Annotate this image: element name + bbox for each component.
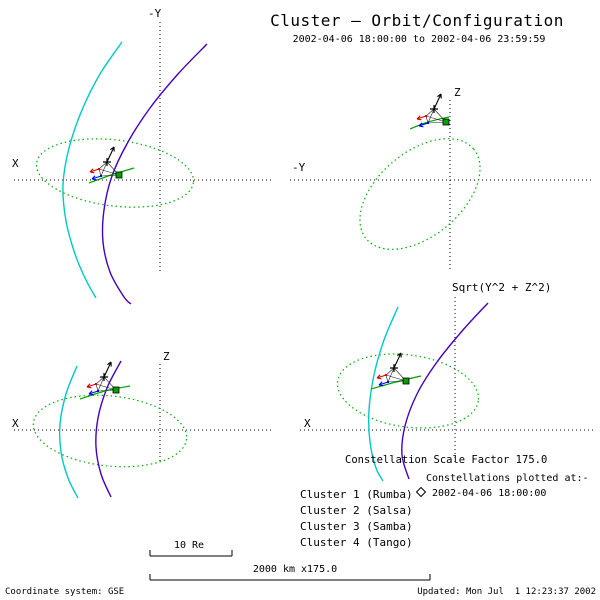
panel-top-right-negy-vs-z-tetrahedron-edge-4 [425,115,429,124]
constellation-scale-factor-label: Constellation Scale Factor 175.0 [345,454,547,466]
panel-top-left-x-vs-negy-cluster1-marker-velocity-arrow [106,146,115,163]
panel-bottom-left-x-vs-z-constellation [86,361,120,396]
constellations-plotted-at-label: Constellations plotted at:- [426,473,589,484]
panel-bottom-right-x-vs-sqrtyz-tetrahedron-edge-2 [387,367,395,383]
panel-bottom-left-x-vs-z-orbit-outer-curve [58,365,79,499]
panel-bottom-left-x-vs-z-ylabel: Z [163,350,170,363]
panel-top-right-negy-vs-z-ylabel: Z [454,86,461,99]
km-scalebar-line [149,574,431,581]
km-scalebar-label: 2000 km x175.0 [253,564,337,575]
panel-top-right-negy-vs-z-crosshair-axes [290,100,594,272]
km-scalebar: 2000 km x175.0 [149,564,431,581]
panel-top-left-x-vs-negy-ylabel: -Y [148,7,162,20]
legend-cluster3-label: Cluster 3 (Samba) [300,520,413,533]
panel-bottom-right-x-vs-sqrtyz-cluster2-marker-velocity-arrow [376,374,387,380]
panel-top-left-x-vs-negy-cluster1-marker [103,158,111,166]
panel-bottom-left-x-vs-z-orbit-inner-curve [95,360,122,498]
panel-top-right-negy-vs-z-tetrahedron-edge-0 [425,108,435,117]
panel-bottom-right-x-vs-sqrtyz-xlabel: X [304,417,311,430]
plot-subtitle: 2002-04-06 18:00:00 to 2002-04-06 23:59:… [293,34,546,45]
panel-top-left-x-vs-negy-orbit-inner-curve [101,43,208,305]
re-scalebar: 10 Re [149,540,233,557]
panel-bottom-right-x-vs-sqrtyz-cluster1-marker [390,364,398,372]
panel-bottom-right-x-vs-sqrtyz-crosshair-axes [300,297,594,463]
panel-top-left-x-vs-negy-constellation [89,146,123,181]
panel-top-right-negy-vs-z-xlabel: -Y [292,161,306,174]
panel-bottom-left-x-vs-z-cluster2-marker-velocity-arrow [86,383,97,389]
panel-top-left-x-vs-negy-orbit-outer-curve [62,41,123,299]
panel-bottom-right-x-vs-sqrtyz-orbit-outer-curve [367,306,399,482]
panel-top-right-negy-vs-z-cluster3-marker [442,118,450,126]
panel-bottom-left-x-vs-z-cluster1-marker-velocity-arrow [103,361,112,378]
panel-bottom-left-x-vs-z-orbit-segment-0 [79,385,131,400]
panel-top-left-x-vs-negy-cluster2-marker-velocity-arrow [89,168,100,174]
panel-top-left-x-vs-negy-crosshair-axes [14,22,272,272]
panel-top-left-x-vs-negy-tetrahedron-edge-4 [98,168,102,177]
panel-top-right-negy-vs-z-cluster4-marker-velocity-arrow [418,122,429,128]
panel-bottom-right-x-vs-sqrtyz-cluster4-marker [387,381,389,383]
panel-bottom-left-x-vs-z-reference-ellipse [32,394,188,468]
panel-bottom-right-x-vs-sqrtyz-reference-ellipse [336,353,480,429]
panel-top-left-x-vs-negy-orbit-segment-0 [88,167,135,184]
panel-bottom-left-x-vs-z-cluster4-marker [97,390,99,392]
panel-bottom-left-x-vs-z-cluster4-marker-velocity-arrow [88,390,99,396]
panel-top-left-x-vs-negy-tetrahedron-edge-2 [100,161,108,177]
panel-bottom-left-x-vs-z-crosshair-axes [14,364,272,463]
panel-top-left-x-vs-negy-reference-ellipse [35,138,195,208]
panel-top-right-negy-vs-z-cluster1-marker [430,105,438,113]
panel-bottom-right-x-vs-sqrtyz-tetrahedron-edge-0 [385,367,395,376]
panel-top-right-negy-vs-z-cluster4-marker [427,122,429,124]
panel-top-right-negy-vs-z-reference-ellipse [359,138,481,250]
panel-bottom-left-x-vs-z-cluster1-marker [100,373,108,381]
panel-bottom-left-x-vs-z-tetrahedron-edge-0 [95,376,105,385]
panel-bottom-left-x-vs-z-tetrahedron-edge-4 [95,383,99,392]
constellations-plotted-at-time: 2002-04-06 18:00:00 [432,488,546,499]
panel-bottom-right-x-vs-sqrtyz-cluster3-marker [402,377,410,385]
panel-top-left-x-vs-negy-xlabel: X [12,157,19,170]
panel-top-right-negy-vs-z-constellation [416,93,450,128]
updated-timestamp-label: Updated: Mon Jul 1 12:23:37 2002 [417,587,596,597]
panel-bottom-right-x-vs-sqrtyz-cluster2-marker [385,374,387,376]
panel-bottom-left-x-vs-z-cluster3-marker [112,386,120,394]
panel-top-left-x-vs-negy-cluster4-marker [100,175,102,177]
panel-top-right-negy-vs-z-cluster1-marker-velocity-arrow [433,93,442,110]
plot-title: Cluster – Orbit/Configuration [270,11,564,30]
panel-bottom-left-x-vs-z-tetrahedron-edge-2 [97,376,105,392]
panel-top-left-x-vs-negy-cluster4-marker-velocity-arrow [91,175,102,181]
panel-bottom-left-x-vs-z-cluster2-marker [95,383,97,385]
panel-top-right-negy-vs-z-tetrahedron-edge-2 [427,108,435,124]
panel-bottom-left-x-vs-z-xlabel: X [12,417,19,430]
legend-cluster1-label: Cluster 1 (Rumba) [300,488,413,501]
coordinate-system-label: Coordinate system: GSE [5,587,124,597]
panel-bottom-right-x-vs-sqrtyz-orbit-inner-curve [401,302,489,480]
panel-top-right-negy-vs-z-cluster2-marker [425,115,427,117]
panel-top-left-x-vs-negy: X -Y [12,7,272,305]
panel-top-right-negy-vs-z-cluster2-marker-velocity-arrow [416,115,427,121]
panel-bottom-right-x-vs-sqrtyz-cluster4-marker-velocity-arrow [378,381,389,387]
panel-bottom-right-x-vs-sqrtyz-orbit-segment-0 [370,375,422,390]
panel-bottom-right-x-vs-sqrtyz-tetrahedron-edge-4 [385,374,389,383]
panel-top-left-x-vs-negy-tetrahedron-edge-0 [98,161,108,170]
panel-top-left-x-vs-negy-cluster2-marker [98,168,100,170]
re-scalebar-line [149,550,233,557]
panel-bottom-right-x-vs-sqrtyz-cluster1-marker-velocity-arrow [393,352,402,369]
panel-bottom-right-x-vs-sqrtyz-constellation [376,352,410,387]
re-scalebar-label: 10 Re [174,540,204,551]
legend-cluster4-label: Cluster 4 (Tango) [300,536,413,549]
panel-bottom-right-x-vs-sqrtyz-ylabel: Sqrt(Y^2 + Z^2) [452,281,551,294]
legend-cluster2-label: Cluster 2 (Salsa) [300,504,413,517]
diamond-icon [415,486,427,498]
panel-bottom-left-x-vs-z: XZ [12,350,272,499]
panel-top-right-negy-vs-z: -Y Z [290,86,594,272]
panel-bottom-right-x-vs-sqrtyz: X Sqrt(Y^2 + Z^2) [300,281,594,482]
panel-top-left-x-vs-negy-cluster3-marker [115,171,123,179]
